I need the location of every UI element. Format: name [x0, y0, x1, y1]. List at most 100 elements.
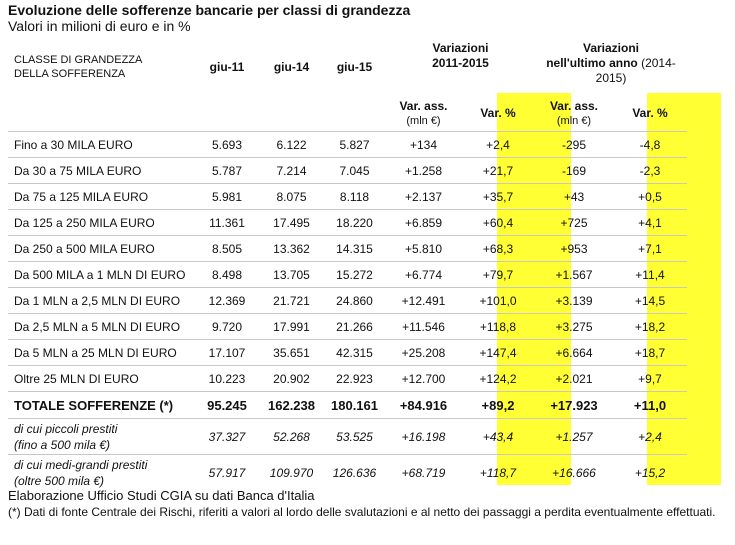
cell-var-ass-1: +5.810 [386, 235, 461, 262]
row-label: Oltre 25 MLN DI EURO [8, 365, 194, 392]
cell-giu-11: 8.505 [194, 235, 260, 262]
cell-var-pct-2: +4,1 [613, 209, 687, 236]
table-row: Da 5 MLN a 25 MLN DI EURO 17.107 35.651 42.… [8, 339, 687, 366]
cell-giu-15: 53.525 [323, 418, 386, 455]
cell-var-ass-2: -295 [535, 131, 613, 158]
row-label-line1: di cui medi-grandi prestiti [14, 457, 148, 472]
page-title: Evoluzione delle sofferenze bancarie per… [8, 2, 411, 18]
cell-var-pct-2: +18,2 [613, 313, 687, 340]
cell-giu-11: 5.981 [194, 183, 260, 210]
cell-var-pct-1: +124,2 [461, 365, 535, 392]
cell-giu-14: 6.122 [260, 131, 323, 158]
cell-var-ass-2: +2.021 [535, 365, 613, 392]
cell-var-ass-2: +725 [535, 209, 613, 236]
table-row: Da 250 a 500 MILA EURO 8.505 13.362 14.315 +… [8, 235, 687, 262]
cell-var-pct-1: +147,4 [461, 339, 535, 366]
var-pct-header: Var. % [632, 106, 668, 120]
cell-giu-11: 12.369 [194, 287, 260, 314]
cell-var-ass-2: +6.664 [535, 339, 613, 366]
cell-giu-14: 21.721 [260, 287, 323, 314]
cell-giu-11: 37.327 [194, 418, 260, 455]
cell-giu-15: 180.161 [323, 391, 386, 419]
cell-giu-11: 10.223 [194, 365, 260, 392]
row-label: Da 2,5 MLN a 5 MLN DI EURO [8, 313, 194, 340]
subtotal-row: di cui medi-grandi prestiti (oltre 500 mi… [8, 454, 687, 490]
cell-giu-11: 5.787 [194, 157, 260, 184]
cell-giu-15: 126.636 [323, 454, 386, 490]
cell-giu-15: 14.315 [323, 235, 386, 262]
table-row: Fino a 30 MILA EURO 5.693 6.122 5.827 +134 +2… [8, 131, 687, 158]
cell-var-ass-1: +16.198 [386, 418, 461, 455]
variation-group-header-2011-2015: Variazioni 2011-2015 [432, 41, 489, 70]
cell-giu-14: 109.970 [260, 454, 323, 490]
cell-giu-15: 7.045 [323, 157, 386, 184]
page-subtitle: Valori in milioni di euro e in % [8, 18, 191, 34]
cell-giu-11: 17.107 [194, 339, 260, 366]
row-label: Da 75 a 125 MILA EURO [8, 183, 194, 210]
cell-giu-15: 42.315 [323, 339, 386, 366]
cell-giu-11: 8.498 [194, 261, 260, 288]
cell-var-pct-1: +89,2 [461, 391, 535, 419]
cell-var-pct-2: +2,4 [613, 418, 687, 455]
cell-var-pct-1: +118,8 [461, 313, 535, 340]
cell-var-pct-2: +7,1 [613, 235, 687, 262]
cell-var-ass-2: +3.275 [535, 313, 613, 340]
source-note: Elaborazione Ufficio Studi CGIA su dati … [8, 488, 315, 503]
cell-giu-14: 35.651 [260, 339, 323, 366]
cell-var-ass-1: +68.719 [386, 454, 461, 490]
table-row: Da 125 a 250 MILA EURO 11.361 17.495 18.220… [8, 209, 687, 236]
cell-giu-14: 52.268 [260, 418, 323, 455]
cell-var-pct-2: +18,7 [613, 339, 687, 366]
row-label: Da 1 MLN a 2,5 MLN DI EURO [8, 287, 194, 314]
cell-giu-11: 9.720 [194, 313, 260, 340]
cell-var-ass-2: +16.666 [535, 454, 613, 490]
table-row: Da 500 MILA a 1 MLN DI EURO 8.498 13.705 15… [8, 261, 687, 288]
cell-var-pct-1: +79,7 [461, 261, 535, 288]
cell-var-ass-1: +12.700 [386, 365, 461, 392]
cell-giu-11: 11.361 [194, 209, 260, 236]
cell-var-ass-1: +11.546 [386, 313, 461, 340]
table-row: Da 2,5 MLN a 5 MLN DI EURO 9.720 17.991 21.… [8, 313, 687, 340]
row-label: Da 5 MLN a 25 MLN DI EURO [8, 339, 194, 366]
table-row: Da 1 MLN a 2,5 MLN DI EURO 12.369 21.721 24… [8, 287, 687, 314]
table-row: Oltre 25 MLN DI EURO 10.223 20.902 22.923 +1… [8, 365, 687, 392]
var-ass-header: Var. ass. (mln €) [399, 99, 448, 127]
cell-giu-15: 21.266 [323, 313, 386, 340]
cell-var-ass-2: -169 [535, 157, 613, 184]
row-label-line2: (oltre 500 mila €) [14, 473, 105, 488]
cell-giu-15: 22.923 [323, 365, 386, 392]
period-header: giu-14 [273, 60, 310, 74]
row-label: Da 500 MILA a 1 MLN DI EURO [8, 261, 194, 288]
cell-var-pct-2: +0,5 [613, 183, 687, 210]
cell-var-pct-2: -4,8 [613, 131, 687, 158]
cell-giu-15: 15.272 [323, 261, 386, 288]
period-header: giu-11 [209, 60, 245, 74]
cell-var-ass-2: +953 [535, 235, 613, 262]
cell-giu-14: 13.705 [260, 261, 323, 288]
cell-var-pct-2: +11,4 [613, 261, 687, 288]
cell-giu-11: 95.245 [194, 391, 260, 419]
var-pct-header: Var. % [480, 106, 516, 120]
row-label: di cui piccoli prestiti (fino a 500 mila … [8, 418, 194, 455]
cell-var-pct-1: +2,4 [461, 131, 535, 158]
cell-giu-14: 7.214 [260, 157, 323, 184]
cell-giu-14: 13.362 [260, 235, 323, 262]
total-row: TOTALE SOFFERENZE (*) 95.245 162.238 180… [8, 391, 687, 419]
cell-var-pct-2: +11,0 [613, 391, 687, 419]
cell-var-ass-2: +1.257 [535, 418, 613, 455]
cell-giu-15: 8.118 [323, 183, 386, 210]
cell-var-ass-1: +1.258 [386, 157, 461, 184]
cell-var-pct-1: +35,7 [461, 183, 535, 210]
row-label: Fino a 30 MILA EURO [8, 131, 194, 158]
row-label-line2: (fino a 500 mila €) [14, 437, 111, 452]
cell-giu-11: 5.693 [194, 131, 260, 158]
cell-var-pct-1: +43,4 [461, 418, 535, 455]
cell-var-pct-2: -2,3 [613, 157, 687, 184]
table-row: Da 75 a 125 MILA EURO 5.981 8.075 8.118 +2.1… [8, 183, 687, 210]
sofferenze-table: CLASSE DI GRANDEZZA DELLA SOFFERENZA giu-… [8, 39, 687, 490]
row-label: TOTALE SOFFERENZE (*) [8, 391, 194, 419]
row-label: Da 125 a 250 MILA EURO [8, 209, 194, 236]
variation-group-header-last-year: Variazioni nell'ultimo anno (2014- 2015) [546, 41, 676, 85]
cell-giu-11: 57.917 [194, 454, 260, 490]
cell-giu-14: 20.902 [260, 365, 323, 392]
